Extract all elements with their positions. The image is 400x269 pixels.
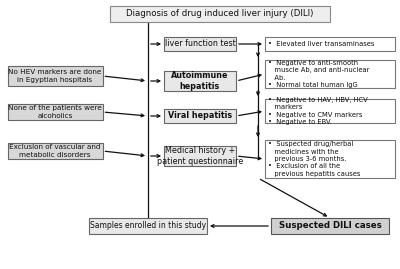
FancyBboxPatch shape [8, 143, 102, 159]
Text: Viral hepatitis: Viral hepatitis [168, 111, 232, 121]
FancyBboxPatch shape [265, 60, 395, 88]
Text: •  Suspected drug/herbal
   medicines with the
   previous 3-6 months.
•  Exclus: • Suspected drug/herbal medicines with t… [268, 141, 360, 177]
Text: No HEV markers are done
in Egyptian hospitals: No HEV markers are done in Egyptian hosp… [8, 69, 102, 83]
Text: •  Negative to HAV, HBV, HCV
   markers
•  Negative to CMV markers
•  Negative t: • Negative to HAV, HBV, HCV markers • Ne… [268, 97, 368, 125]
FancyBboxPatch shape [110, 6, 330, 22]
Text: •  Elevated liver transaminases: • Elevated liver transaminases [268, 41, 374, 47]
Text: Exclusion of vascular and
metabolic disorders: Exclusion of vascular and metabolic diso… [9, 144, 101, 158]
FancyBboxPatch shape [164, 71, 236, 91]
FancyBboxPatch shape [265, 140, 395, 178]
FancyBboxPatch shape [8, 104, 102, 120]
FancyBboxPatch shape [8, 66, 102, 86]
FancyBboxPatch shape [265, 99, 395, 123]
Text: liver function test: liver function test [165, 40, 235, 48]
Text: Diagnosis of drug induced liver injury (DILI): Diagnosis of drug induced liver injury (… [126, 9, 314, 19]
Text: Samples enrolled in this study: Samples enrolled in this study [90, 221, 206, 231]
Text: Autoimmune
hepatitis: Autoimmune hepatitis [171, 71, 229, 91]
FancyBboxPatch shape [271, 218, 389, 234]
Text: Medical history +
patient questionnaire: Medical history + patient questionnaire [157, 146, 243, 166]
Text: Suspected DILI cases: Suspected DILI cases [279, 221, 381, 231]
FancyBboxPatch shape [164, 37, 236, 51]
FancyBboxPatch shape [164, 146, 236, 166]
Text: None of the patients were
alcoholics: None of the patients were alcoholics [8, 105, 102, 119]
Text: •  Negative to anti-smooth
   muscle Ab, and anti-nuclear
   Ab.
•  Normal total: • Negative to anti-smooth muscle Ab, and… [268, 60, 370, 88]
FancyBboxPatch shape [89, 218, 207, 234]
FancyBboxPatch shape [164, 109, 236, 123]
FancyBboxPatch shape [265, 37, 395, 51]
